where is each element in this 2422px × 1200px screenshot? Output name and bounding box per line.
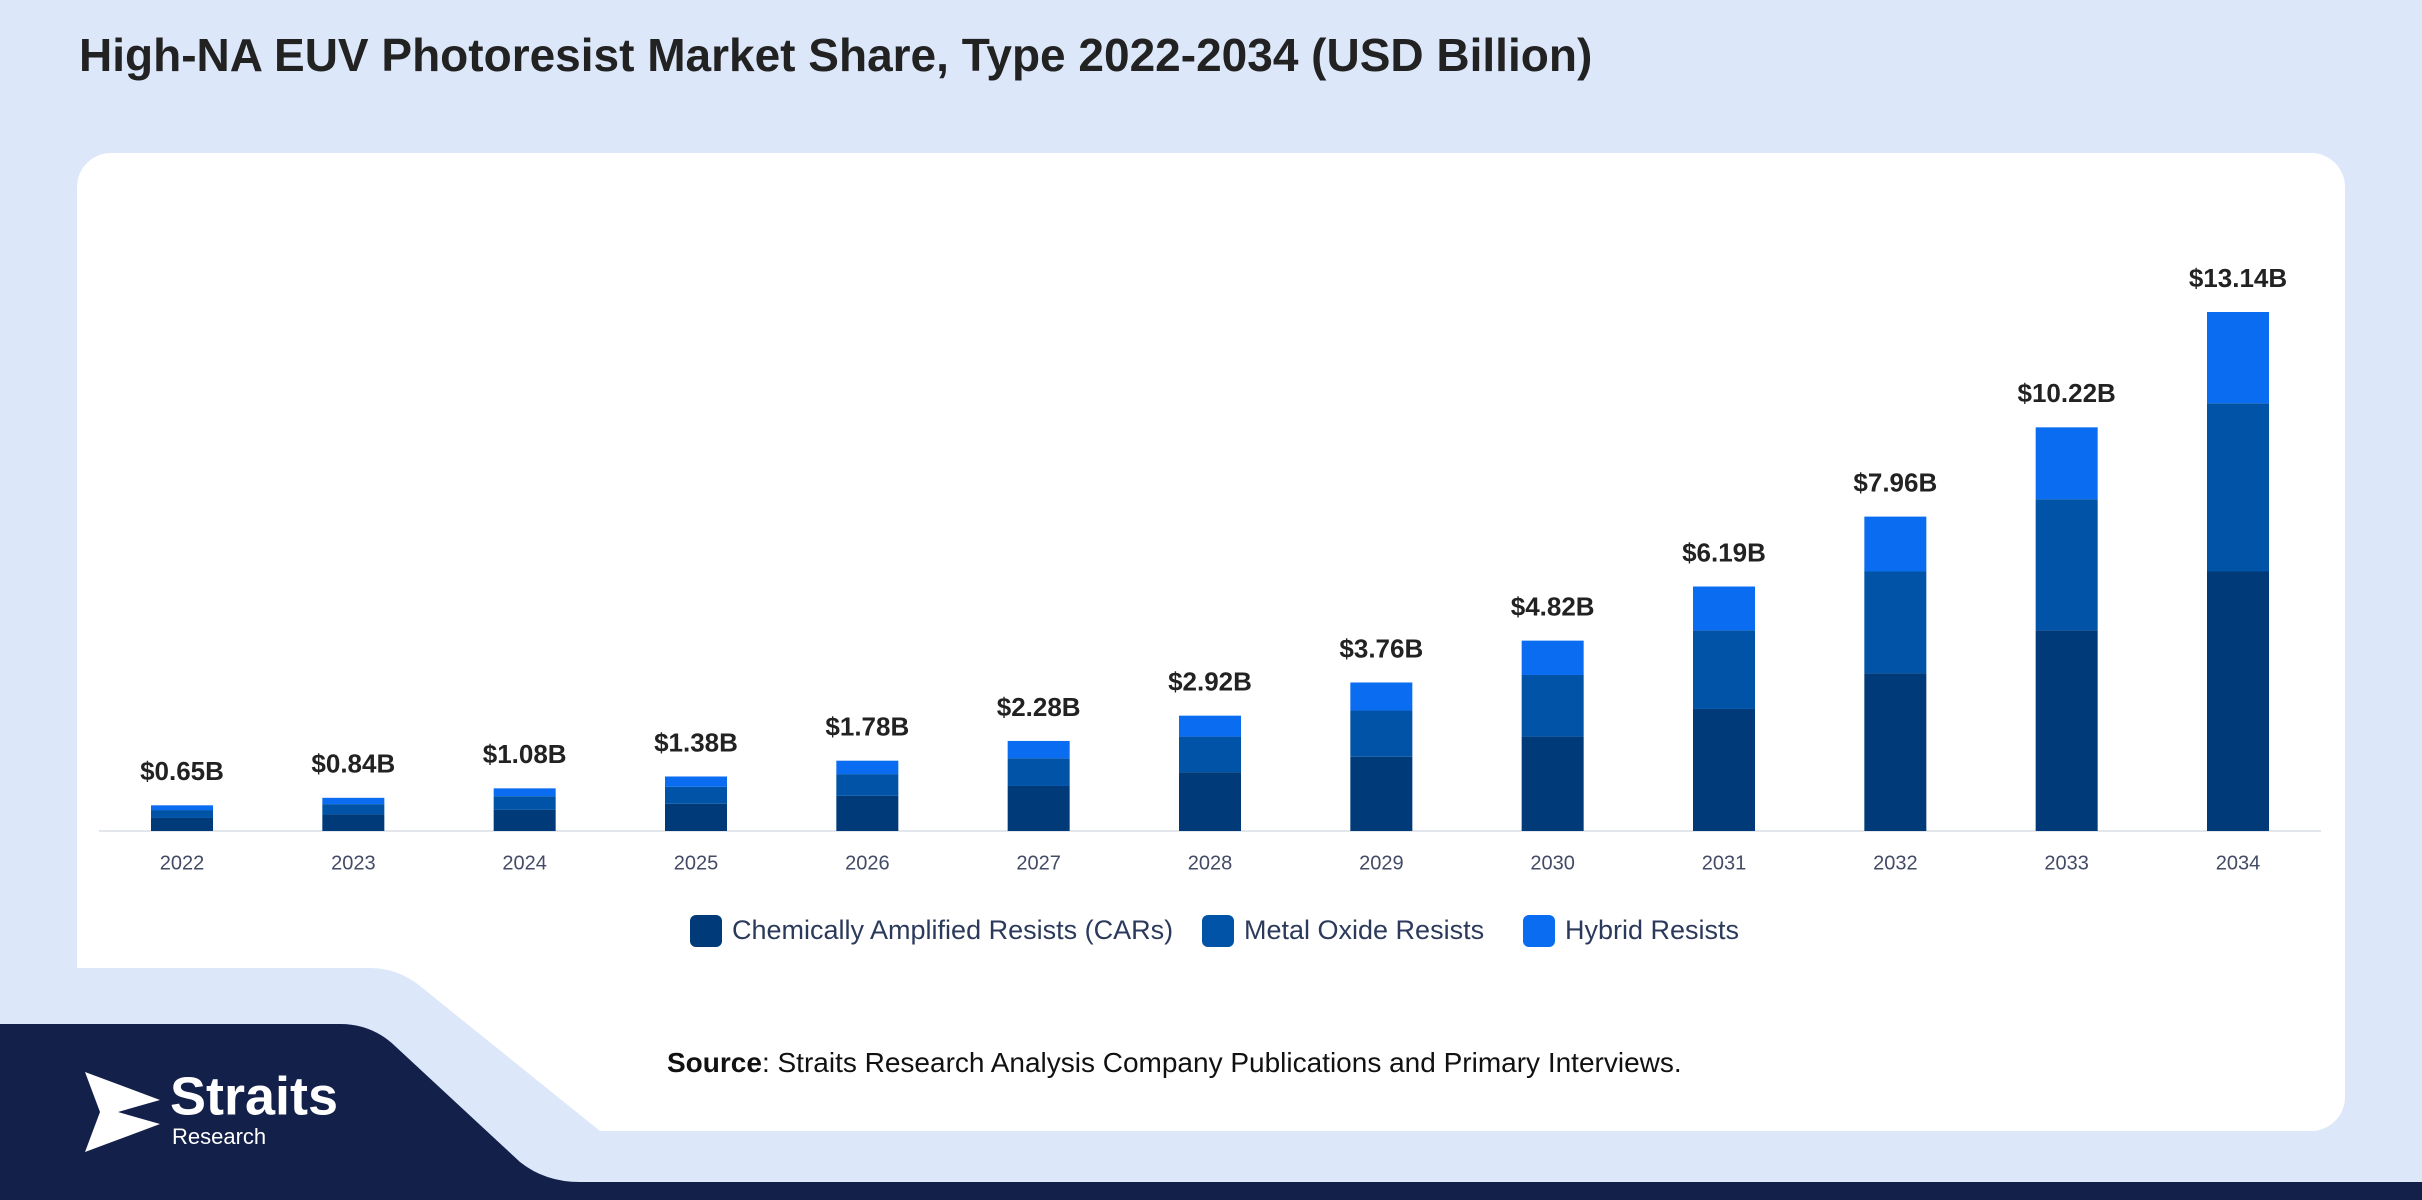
bar-segment [1521,674,1584,737]
bar-segment [493,809,556,831]
total-label: $6.19B [1682,537,1766,567]
bar-segment [665,786,727,804]
total-label: $2.28B [997,692,1081,722]
bar-segment [1864,673,1927,831]
x-tick-label: 2025 [674,852,719,874]
bar-segment [1693,586,1755,631]
chart-title: High-NA EUV Photoresist Market Share, Ty… [79,29,1592,81]
total-label: $7.96B [1853,467,1937,497]
x-tick-label: 2026 [845,852,890,874]
total-label: $0.65B [140,756,224,786]
total-label: $3.76B [1339,633,1423,663]
total-label: $1.78B [825,712,909,742]
total-label: $2.92B [1168,667,1252,697]
bar-segment [322,797,385,805]
bar-segment [2035,499,2098,631]
bar-segment [1007,758,1070,786]
bar-segment [1693,630,1755,709]
x-tick-label: 2034 [2216,852,2261,874]
footer-band [0,1024,2422,1200]
bar-segment [322,804,385,815]
bar-segment [2207,403,2269,572]
x-tick-label: 2022 [160,852,205,874]
legend-swatch [690,915,722,947]
bar-segment [665,776,727,787]
bar-segment [151,810,213,818]
legend-label: Hybrid Resists [1565,915,1739,945]
x-tick-label: 2023 [331,852,376,874]
legend-label: Chemically Amplified Resists (CARs) [732,915,1173,945]
x-tick-label: 2028 [1188,852,1233,874]
x-tick-label: 2033 [2044,852,2089,874]
bar-segment [493,796,556,810]
bar-segment [1007,740,1070,759]
bar-segment [836,760,899,775]
bar-segment [2035,427,2098,500]
legend-label: Metal Oxide Resists [1244,915,1484,945]
total-label: $0.84B [311,749,395,779]
bar-segment [1179,736,1241,773]
bar-segment [1350,682,1413,711]
bar-segment [836,774,899,796]
total-label: $1.08B [483,739,567,769]
panel [77,153,2345,1131]
bar-segment [1521,736,1584,831]
x-tick-label: 2031 [1702,852,1747,874]
source-label: Source [667,1047,762,1078]
bar-segment [1521,640,1584,675]
x-tick-label: 2029 [1359,852,1404,874]
bar-segment [665,803,727,831]
bar-segment [151,817,213,831]
bar-segment [1864,571,1927,674]
bar-segment [493,788,556,797]
x-tick-label: 2032 [1873,852,1918,874]
bar-segment [1693,708,1755,831]
bar-segment [1007,785,1070,831]
bar-segment [2207,312,2269,404]
bar-segment [1179,772,1241,831]
bar-segment [2207,571,2269,831]
total-label: $4.82B [1511,591,1595,621]
logo-sub: Research [172,1124,266,1149]
source-text: : Straits Research Analysis Company Publ… [762,1047,1682,1078]
bar-segment [1350,710,1413,757]
logo-name: Straits [170,1066,338,1126]
bar-segment [1864,516,1927,572]
bar-segment [1179,715,1241,737]
x-tick-label: 2027 [1016,852,1061,874]
bar-segment [151,805,213,811]
bar-segment [2035,630,2098,831]
x-tick-label: 2030 [1530,852,1575,874]
total-label: $13.14B [2189,263,2287,293]
bar-segment [322,814,385,831]
bar-segment [836,795,899,831]
bar-segment [1350,756,1413,831]
logo-icon [85,1072,160,1152]
source: Source: Straits Research Analysis Compan… [667,1047,1682,1078]
total-label: $1.38B [654,727,738,757]
legend-swatch [1202,915,1234,947]
x-tick-label: 2024 [502,852,547,874]
legend-swatch [1523,915,1555,947]
total-label: $10.22B [2018,378,2116,408]
